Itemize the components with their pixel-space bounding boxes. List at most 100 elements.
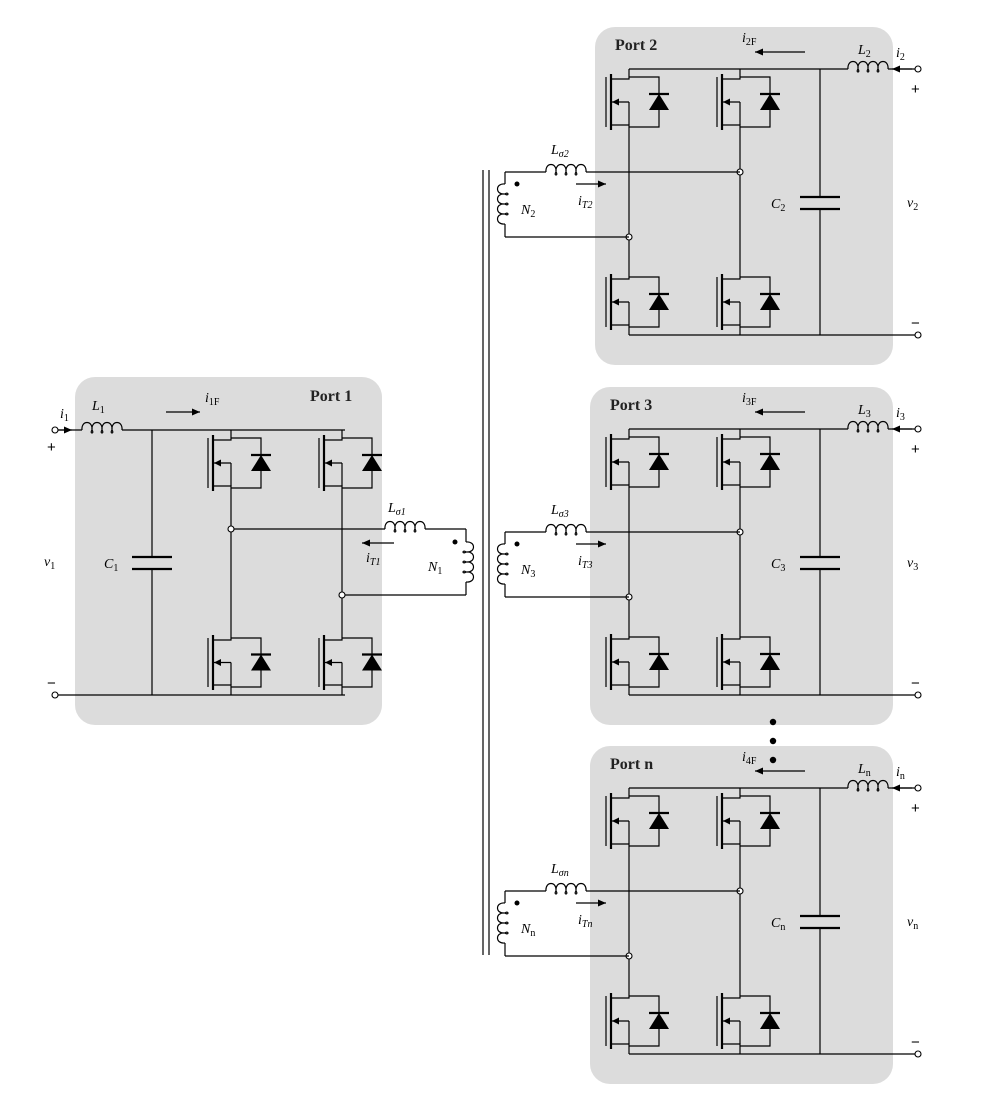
port-1-box (75, 377, 382, 725)
arrow-head (362, 539, 370, 547)
current-iF-label-symbol: i (742, 31, 746, 46)
inductor-Lsigma1-label-symbol: L (387, 501, 396, 516)
voltage-v2-label-symbol: v (907, 196, 914, 211)
capacitor-C2-label-symbol: C (771, 197, 781, 212)
winding-N1 (462, 541, 475, 583)
switch-upper-b (716, 429, 780, 495)
terminal-plus (914, 425, 922, 433)
current-iT1-label-subscript: T1 (370, 557, 381, 568)
transformer-core (482, 170, 490, 955)
capacitor-Cn-label: Cn (771, 916, 785, 933)
switch-lower-a (605, 269, 669, 335)
diode-icon (649, 1013, 669, 1029)
diode-icon (649, 454, 669, 470)
mosfet-arrow-icon (612, 658, 619, 666)
current-i1F-label: i1F (205, 391, 220, 408)
current-in-label-symbol: i (896, 765, 900, 780)
node-leg-a (227, 525, 235, 533)
mosfet-arrow-icon (723, 817, 730, 825)
terminal-plus (914, 784, 922, 792)
mosfet-arrow-icon (723, 298, 730, 306)
diode-icon (760, 813, 780, 829)
capacitor-C3 (800, 555, 840, 571)
port-n-title: Port n (610, 756, 653, 773)
ellipsis-dot (769, 718, 777, 726)
current-in-label: in (896, 765, 905, 782)
arrow-head (192, 408, 200, 416)
port-2-box (595, 27, 893, 365)
mosfet-arrow-icon (612, 298, 619, 306)
current-iT-label-symbol: i (578, 194, 582, 209)
current-iT-arrow (576, 540, 606, 548)
voltage-v2-label-subscript: 2 (913, 202, 918, 213)
winding-N3 (496, 543, 509, 585)
current-iF-label-subscript: 2F (746, 37, 757, 48)
switch-S2 (318, 430, 382, 496)
current-i3-label-symbol: i (896, 406, 900, 421)
winding-N2 (496, 183, 509, 225)
current-iT-label-subscript: T2 (582, 200, 593, 211)
current-i1F-label-symbol: i (205, 391, 209, 406)
mosfet-arrow-icon (723, 658, 730, 666)
current-i3-label-subscript: 3 (900, 412, 905, 423)
voltage-vn-label-symbol: v (907, 915, 914, 930)
mosfet-drain (611, 629, 630, 640)
arrow-head (755, 767, 763, 775)
diode-icon (760, 94, 780, 110)
diode-icon (649, 94, 669, 110)
switch-upper-a (605, 429, 669, 495)
capacitor-C1-label-subscript: 1 (113, 563, 118, 574)
current-iT-label: iTn (578, 913, 592, 930)
capacitor-C1-label-symbol: C (104, 557, 114, 572)
ellipsis-dot (769, 756, 777, 764)
voltage-v1-label: v1 (44, 555, 55, 572)
switch-S4 (318, 630, 382, 695)
diode-icon (251, 654, 271, 671)
current-iT-arrow (576, 899, 606, 907)
current-i1-label: i1 (60, 407, 69, 424)
mosfet-drain (722, 629, 741, 640)
current-iT-label-subscript: Tn (582, 919, 593, 930)
mosfet-arrow-icon (723, 458, 730, 466)
port-3-box (590, 387, 893, 725)
mosfet-drain (611, 988, 630, 999)
mosfet-arrow-icon (214, 459, 221, 467)
arrow-head (892, 425, 900, 433)
winding-N1-label-subscript: 1 (437, 566, 442, 577)
diode-icon (760, 454, 780, 470)
plus-sign: + (911, 441, 920, 458)
inductor-Lsigma3-label-symbol: L (550, 503, 559, 518)
node-leg-b (338, 591, 346, 599)
voltage-v1-label-symbol: v (44, 555, 51, 570)
inductor-Lsigma2 (545, 163, 587, 176)
current-iT1-arrow (362, 539, 394, 547)
minus-sign: − (911, 675, 920, 692)
terminal-minus (914, 691, 922, 699)
minus-sign: − (911, 315, 920, 332)
current-iF-label-subscript: 4F (746, 756, 757, 767)
winding-N2-label-subscript: 2 (530, 209, 535, 220)
inductor-Ln-label: Ln (857, 762, 871, 779)
inductor-Lsigma2-label: Lσ2 (550, 143, 569, 160)
inductor-Lsigman-label: Lσn (550, 862, 569, 879)
terminal-minus (914, 331, 922, 339)
input-current-arrow (892, 784, 912, 792)
inductor-L1-label: L1 (91, 399, 105, 416)
current-iF-label: i3F (742, 391, 757, 408)
current-i3-label: i3 (896, 406, 905, 423)
inductor-L1-label-symbol: L (91, 399, 100, 414)
voltage-vn-label-subscript: n (913, 921, 918, 932)
winding-N3-label-symbol: N (520, 563, 531, 578)
capacitor-C1-label: C1 (104, 557, 118, 574)
winding-N1-label-symbol: N (427, 560, 438, 575)
winding-N1-label: N1 (427, 560, 442, 577)
current-iF-label-subscript: 3F (746, 397, 757, 408)
current-iT-label-symbol: i (578, 913, 582, 928)
diode-icon (649, 294, 669, 310)
switch-lower-b (716, 629, 780, 695)
voltage-vn-label: vn (907, 915, 918, 932)
